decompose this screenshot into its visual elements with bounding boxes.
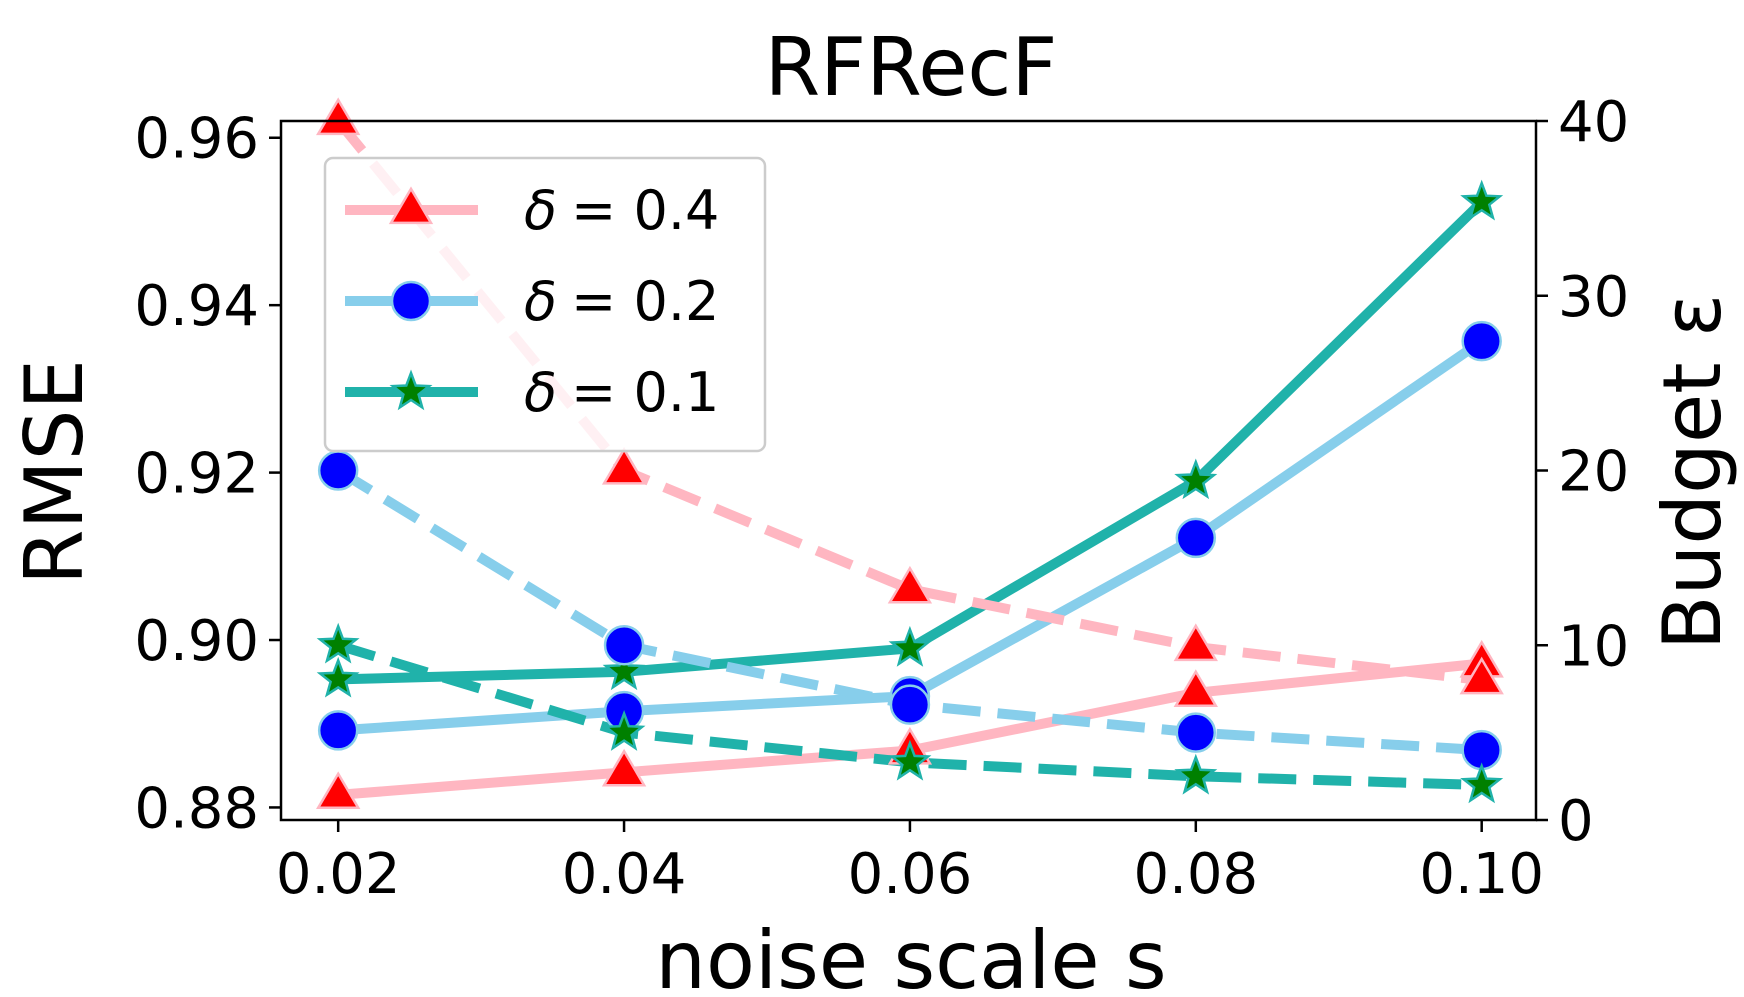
y-axis-right: 0 10 20 30 40 — [1536, 90, 1629, 854]
legend-delta-symbol: δ — [524, 270, 557, 333]
x-axis: 0.02 0.04 0.06 0.08 0.10 — [276, 820, 1544, 907]
series-markers — [316, 97, 1504, 810]
data-point-s4-p1 — [603, 625, 645, 666]
legend-delta-value: = 0.1 — [571, 361, 719, 424]
data-point-s2-p4 — [1460, 179, 1504, 221]
data-point-s3-p3 — [1173, 623, 1218, 662]
data-point-s3-p0 — [316, 97, 361, 136]
legend-label: δ = 0.4 — [524, 179, 719, 242]
y-axis-left: 0.88 0.90 0.92 0.94 0.96 — [134, 107, 281, 841]
y2-tick-label: 40 — [1558, 90, 1629, 155]
data-point-s4-p2 — [889, 684, 931, 725]
legend-swatch-marker — [388, 186, 434, 225]
y2-tick-label: 10 — [1558, 614, 1629, 679]
data-point-s5-p0 — [316, 622, 360, 664]
x-axis-title: noise scale s — [655, 914, 1166, 997]
data-point-s2-p0 — [316, 656, 360, 698]
x-tick-label: 0.02 — [276, 842, 401, 907]
data-point-s5-p3 — [1174, 753, 1218, 795]
chart-title: RFRecF — [765, 21, 1058, 114]
y2-tick-label: 30 — [1558, 265, 1629, 330]
x-tick-label: 0.06 — [848, 842, 973, 907]
data-point-s0-p1 — [601, 748, 647, 787]
y-tick-label: 0.88 — [134, 776, 259, 841]
y2-tick-label: 0 — [1558, 789, 1594, 854]
y-tick-label: 0.92 — [134, 442, 259, 507]
data-point-s1-p0 — [317, 710, 359, 751]
y-tick-label: 0.96 — [134, 107, 259, 172]
legend: δ = 0.4δ = 0.2δ = 0.1 — [323, 156, 767, 453]
data-point-s0-p0 — [316, 771, 361, 810]
legend-delta-value: = 0.2 — [571, 270, 719, 333]
data-point-s5-p2 — [888, 739, 932, 781]
data-point-s3-p2 — [887, 565, 933, 604]
legend-delta-symbol: δ — [524, 179, 557, 242]
data-point-s4-p0 — [317, 450, 359, 491]
data-point-s5-p1 — [602, 710, 646, 751]
data-point-s0-p3 — [1173, 669, 1218, 707]
y-axis-title-right: Budget ε — [1646, 294, 1739, 650]
y-tick-label: 0.90 — [134, 609, 259, 674]
legend-delta-value: = 0.4 — [571, 179, 719, 242]
x-tick-label: 0.08 — [1133, 842, 1258, 907]
data-point-s2-p1 — [602, 649, 646, 691]
data-point-s1-p3 — [1175, 517, 1217, 559]
x-tick-label: 0.04 — [562, 842, 687, 907]
legend-label: δ = 0.1 — [524, 361, 719, 424]
data-point-s2-p2 — [888, 625, 932, 667]
legend-swatch-marker — [390, 280, 432, 322]
data-point-s3-p1 — [601, 446, 647, 485]
legend-label: δ = 0.2 — [524, 270, 719, 333]
y-tick-label: 0.94 — [134, 274, 259, 339]
legend-swatch-marker — [389, 369, 433, 411]
legend-delta-symbol: δ — [524, 361, 557, 424]
legend-box — [323, 156, 767, 453]
data-point-s2-p3 — [1174, 458, 1218, 500]
y2-tick-label: 20 — [1558, 440, 1629, 505]
data-point-s3-p4 — [1459, 656, 1504, 695]
data-point-s1-p4 — [1461, 320, 1502, 362]
y-axis-title-left: RMSE — [8, 359, 101, 585]
x-tick-label: 0.10 — [1419, 842, 1544, 907]
legend-entries: δ = 0.4δ = 0.2δ = 0.1 — [345, 179, 719, 424]
data-point-s4-p3 — [1175, 712, 1217, 753]
data-point-s5-p4 — [1460, 762, 1504, 804]
